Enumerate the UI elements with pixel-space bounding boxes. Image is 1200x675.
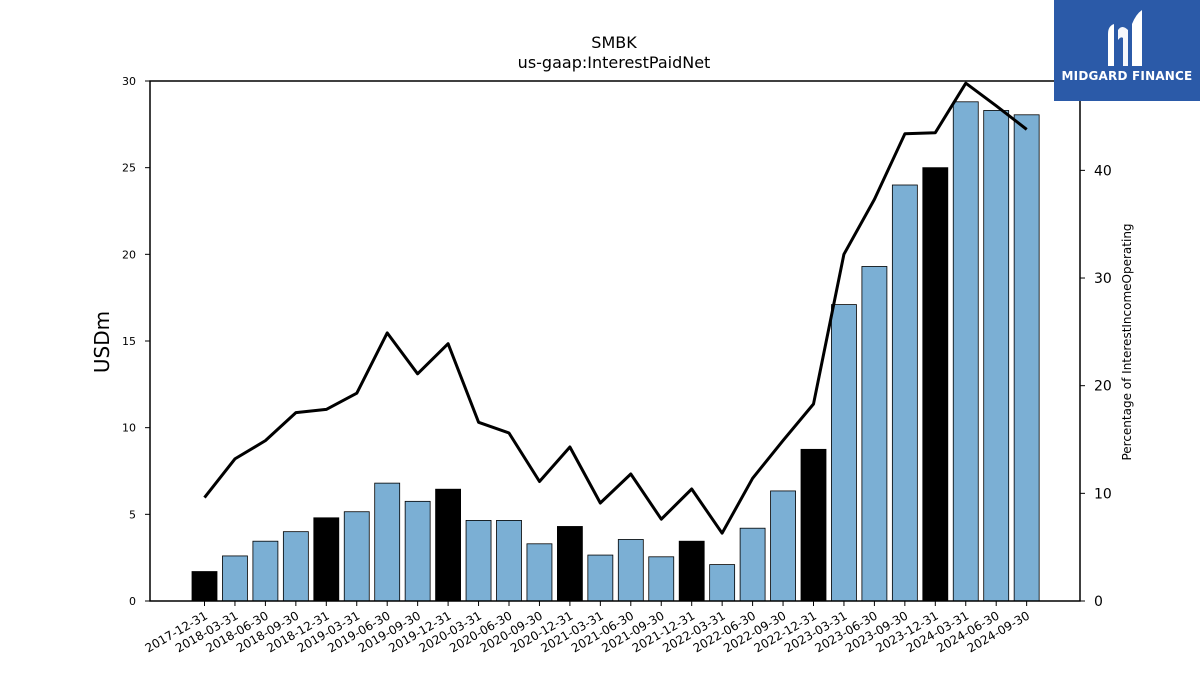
bar — [922, 167, 949, 602]
bar — [222, 555, 248, 602]
bar — [1013, 114, 1040, 602]
y-tick-label: 0 — [129, 595, 136, 608]
chart-subtitle: us-gaap:InterestPaidNet — [518, 53, 711, 72]
bar — [252, 540, 279, 602]
bar — [465, 520, 492, 602]
line-series — [203, 81, 1028, 535]
bar — [343, 511, 370, 602]
y2-axis-label: Percentage of InterestIncomeOperating — [1120, 223, 1134, 460]
bar — [282, 531, 309, 602]
y-tick-label: 5 — [129, 508, 136, 521]
bar — [496, 520, 522, 602]
bar — [435, 488, 462, 602]
y-tick-label: 30 — [122, 75, 136, 88]
logo-text: MIDGARD FINANCE — [1061, 69, 1193, 83]
logo-mark-icon — [1108, 10, 1142, 66]
bar — [313, 517, 340, 602]
bar — [770, 490, 796, 602]
bar — [617, 539, 644, 602]
bar — [739, 527, 766, 602]
bar — [404, 500, 431, 602]
bar-series — [191, 101, 1040, 602]
bar — [861, 266, 888, 602]
bar — [952, 101, 979, 602]
y2-tick-label: 20 — [1094, 379, 1112, 395]
y2-tick-label: 40 — [1094, 163, 1112, 179]
y2-tick-label: 30 — [1094, 271, 1112, 287]
bar — [678, 540, 705, 602]
bar — [587, 554, 614, 602]
y2-tick-label: 10 — [1094, 486, 1112, 502]
bar — [709, 564, 736, 602]
y-tick-label: 20 — [122, 248, 136, 261]
bar — [648, 556, 675, 602]
y2-tick-label: 0 — [1094, 594, 1103, 610]
chart-title: SMBK — [591, 33, 637, 52]
y-tick-label: 15 — [122, 335, 136, 348]
y-tick-label: 25 — [122, 162, 136, 175]
bar — [191, 571, 218, 602]
brand-logo: MIDGARD FINANCE — [1054, 0, 1200, 101]
bar — [891, 184, 918, 602]
bar — [557, 526, 583, 602]
series-line — [203, 81, 1028, 535]
y-tick-label: 10 — [122, 422, 136, 435]
y-axis-label: USDm — [90, 311, 114, 373]
bar — [526, 543, 553, 602]
bar — [374, 482, 401, 602]
bar — [831, 304, 857, 602]
bar — [800, 448, 827, 602]
bar — [983, 110, 1010, 602]
